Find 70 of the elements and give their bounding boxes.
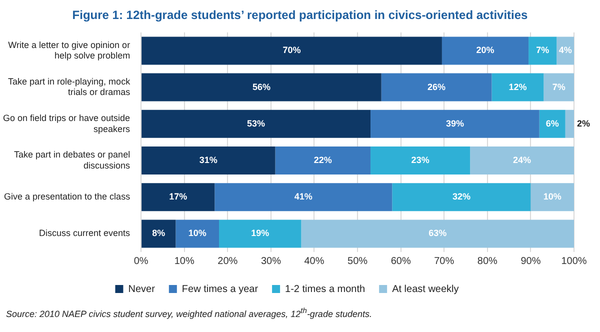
x-tick-label: 70% xyxy=(434,256,454,267)
bar xyxy=(176,220,219,248)
bar xyxy=(301,220,574,248)
bar xyxy=(381,73,492,102)
bar xyxy=(442,36,529,65)
x-tick-label: 20% xyxy=(218,256,238,267)
bar xyxy=(142,146,276,174)
data-label: 53% xyxy=(247,118,266,128)
bar xyxy=(142,220,176,248)
y-tick-label: Take part in role-playing, mock trials or dramas xyxy=(8,76,131,98)
data-label: 41% xyxy=(294,192,312,202)
chart-title: Figure 1: 12th-grade students’ reported participation in civics-oriented activities xyxy=(71,8,529,22)
y-tick-label: Take part in debates or panel discussions xyxy=(14,150,131,170)
data-label: 7% xyxy=(552,82,566,92)
x-tick-label: 10% xyxy=(174,256,194,267)
x-tick-label: 100% xyxy=(561,256,587,267)
data-label: 6% xyxy=(546,118,559,128)
data-label: 22% xyxy=(314,154,332,165)
bar xyxy=(142,73,382,102)
bar xyxy=(544,73,574,102)
data-label: 2% xyxy=(577,118,590,128)
bar xyxy=(214,183,392,212)
bar xyxy=(470,146,574,174)
legend-label: Few times a year xyxy=(182,284,259,295)
bar xyxy=(539,110,566,138)
y-tick-label: Discuss current events xyxy=(39,228,131,238)
x-tick-label: 30% xyxy=(260,256,282,267)
bar xyxy=(370,110,540,138)
x-tick-label: 60% xyxy=(390,256,411,267)
legend-label: At least weekly xyxy=(392,284,459,295)
x-tick-label: 40% xyxy=(304,256,324,267)
bar xyxy=(392,183,531,212)
bar xyxy=(492,73,544,102)
data-label: 63% xyxy=(428,228,447,238)
y-tick-label: Write a letter to give opinion or help solve problem xyxy=(8,40,130,61)
bar xyxy=(370,146,470,174)
bar xyxy=(528,36,557,65)
bar xyxy=(142,110,371,138)
x-tick-label: 0% xyxy=(134,256,148,267)
data-label: 4% xyxy=(558,45,572,56)
bar xyxy=(530,183,574,212)
data-label: 32% xyxy=(452,192,470,202)
data-label: 24% xyxy=(513,154,532,165)
bar xyxy=(275,146,371,174)
data-label: 19% xyxy=(251,228,270,238)
x-tick-label: 90% xyxy=(520,256,541,267)
legend-label: Never xyxy=(128,284,156,295)
data-label: 56% xyxy=(252,82,270,92)
data-label: 23% xyxy=(411,154,430,165)
data-label: 17% xyxy=(169,192,188,202)
bar xyxy=(142,183,215,212)
x-tick-label: 80% xyxy=(477,256,498,267)
data-label: 10% xyxy=(188,228,206,238)
x-tick-label: 50% xyxy=(348,256,368,267)
bar xyxy=(565,110,574,138)
y-tick-label: Give a presentation to the class xyxy=(4,192,131,202)
bar xyxy=(219,220,302,248)
data-label: 10% xyxy=(543,192,562,202)
data-label: 70% xyxy=(282,45,301,56)
bar xyxy=(142,36,442,65)
data-label: 39% xyxy=(446,118,464,128)
data-label: 7% xyxy=(536,45,550,56)
legend-label: 1-2 times a month xyxy=(285,284,366,295)
data-label: 8% xyxy=(152,228,166,238)
y-tick-label: Go on field trips or have outside speakers xyxy=(2,112,131,134)
data-label: 20% xyxy=(476,45,494,56)
source-note: Source: 2010 NAEP civics student survey, weighted national averages, 12$^{th}$-grade students. xyxy=(6,306,373,319)
data-label: 26% xyxy=(428,82,446,92)
data-label: 31% xyxy=(199,154,218,165)
data-label: 12% xyxy=(508,82,527,92)
